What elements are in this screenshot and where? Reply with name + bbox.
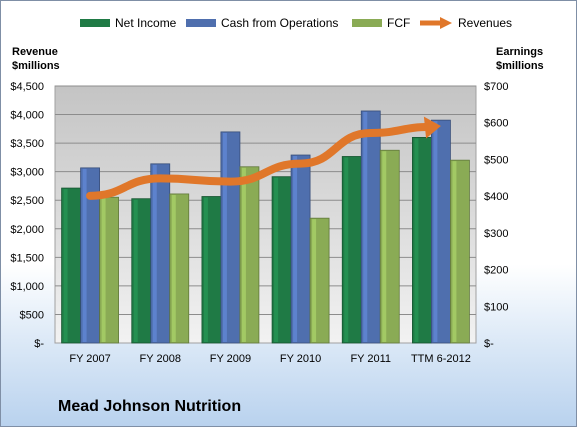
legend-item-revenues: Revenues — [418, 14, 512, 32]
right-tick-label: $400 — [484, 191, 508, 203]
legend-swatch-cash-from-operations — [186, 19, 216, 27]
bar-highlight — [82, 168, 87, 342]
bar-highlight — [222, 132, 227, 342]
revenues-arrowhead-icon — [423, 116, 441, 139]
bar-highlight — [433, 121, 438, 342]
left-tick-label: $4,500 — [10, 81, 44, 93]
left-tick-label: $3,000 — [10, 167, 44, 179]
legend-label-cash-from-operations: Cash from Operations — [221, 16, 339, 30]
category-label: FY 2011 — [350, 353, 391, 365]
left-axis-title-line2: $millions — [12, 60, 60, 72]
legend-label-fcf: FCF — [387, 16, 411, 30]
revenues-line — [86, 122, 436, 200]
bar-highlight — [274, 177, 279, 342]
bar-highlight — [452, 161, 457, 342]
right-tick-label: $300 — [484, 228, 508, 240]
company-name: Mead Johnson Nutrition — [58, 398, 242, 415]
bar-highlight — [101, 198, 106, 342]
legend-label-net-income: Net Income — [115, 16, 177, 30]
right-tick-label: $200 — [484, 265, 508, 277]
right-tick-label: $- — [484, 338, 494, 350]
category-label: FY 2008 — [140, 353, 181, 365]
bar-highlight — [293, 156, 298, 342]
left-tick-label: $1,500 — [10, 252, 44, 264]
legend-label-revenues: Revenues — [458, 16, 513, 30]
bar-highlight — [344, 157, 349, 342]
bar-highlight — [363, 111, 368, 342]
category-label: FY 2007 — [69, 353, 110, 365]
legend-item-cash-from-operations: Cash from Operations — [186, 14, 338, 32]
left-tick-label: $1,000 — [10, 281, 44, 293]
left-tick-label: $3,500 — [10, 138, 44, 150]
right-axis-title-line1: Earnings — [496, 46, 544, 58]
legend-item-net-income: Net Income — [80, 14, 176, 32]
bar-highlight — [63, 189, 68, 342]
category-label: FY 2009 — [210, 353, 251, 365]
left-tick-label: $2,500 — [10, 195, 44, 207]
bar-highlight — [312, 219, 317, 342]
bar-highlight — [382, 151, 387, 342]
right-axis-title-line2: $millions — [496, 60, 544, 72]
left-tick-label: $2,000 — [10, 224, 44, 236]
category-label: TTM 6-2012 — [411, 353, 471, 365]
right-tick-label: $600 — [484, 118, 508, 130]
legend: Net Income Cash from Operations FCF Reve… — [0, 14, 577, 32]
legend-swatch-fcf — [352, 19, 382, 27]
right-axis-title: Earnings $millions — [496, 45, 544, 73]
right-tick-label: $500 — [484, 154, 508, 166]
left-tick-label: $500 — [20, 309, 44, 321]
legend-swatch-net-income — [80, 19, 110, 27]
bar-highlight — [241, 167, 246, 342]
left-axis-title: Revenue $millions — [12, 45, 60, 73]
left-axis-title-line1: Revenue — [12, 46, 58, 58]
legend-arrow-icon — [420, 17, 452, 29]
bar-highlight — [152, 164, 157, 342]
bar-highlight — [414, 138, 419, 342]
right-tick-label: $100 — [484, 301, 508, 313]
bar-highlight — [133, 199, 138, 342]
left-tick-label: $- — [34, 338, 44, 350]
left-tick-label: $4,000 — [10, 110, 44, 122]
bar-highlight — [171, 194, 176, 342]
legend-item-fcf: FCF — [352, 14, 410, 32]
right-tick-label: $700 — [484, 81, 508, 93]
category-label: FY 2010 — [280, 353, 321, 365]
bar-highlight — [203, 197, 208, 342]
